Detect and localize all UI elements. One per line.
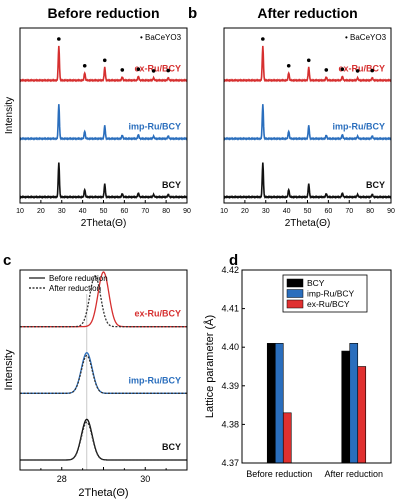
peak-marker-dot: [166, 68, 171, 73]
x-tick-label: 60: [324, 208, 332, 215]
x-tick-label: 50: [100, 208, 108, 215]
y-tick-label: 4.42: [221, 265, 239, 275]
panel-title-b: After reduction: [257, 5, 357, 21]
y-axis-label: Intensity: [4, 97, 15, 134]
panel-letter-c: c: [3, 252, 11, 269]
x-tick-label: 30: [58, 208, 66, 215]
bar-BCY-0: [266, 343, 276, 464]
series-imp-Ru/BCY-trace: [19, 104, 188, 141]
series-imp-Ru/BCY-before-trace: [20, 351, 187, 394]
phase-legend: • BaCeYO3: [140, 33, 182, 42]
peak-marker-dot: [136, 67, 141, 72]
x-axis-label: 2Theta(Θ): [285, 218, 331, 229]
series-ex-Ru/BCY-after-trace: [20, 275, 187, 328]
peak-marker-dot: [82, 63, 87, 68]
legend-label: ex-Ru/BCY: [307, 299, 350, 309]
x-tick-label: 50: [304, 208, 312, 215]
x-tick-label: 90: [387, 208, 395, 215]
peak-marker-dot: [355, 69, 360, 73]
x-tick-label: 80: [366, 208, 374, 215]
legend-swatch-BCY: [286, 278, 304, 288]
y-axis-label: Lattice parameter (Å): [203, 315, 216, 418]
series-label-ex-Ru/BCY: ex-Ru/BCY: [134, 63, 181, 73]
x-tick-label: 10: [16, 208, 24, 215]
series-label-imp-Ru/BCY: imp-Ru/BCY: [129, 375, 182, 385]
peak-marker-dot: [102, 58, 107, 63]
series-label-BCY: BCY: [366, 180, 385, 190]
y-tick-label: 4.38: [221, 419, 239, 429]
x-tick-label: 60: [120, 208, 128, 215]
legend-swatch-ex-Ru/BCY: [286, 299, 304, 309]
panel-letter-d: d: [229, 252, 238, 269]
panel-letter-b: b: [188, 5, 197, 22]
bar-panel-d: d Before reduction After reduction 4.37 4.38…: [203, 252, 392, 479]
series-label-BCY: BCY: [162, 180, 181, 190]
series-BCY-before-trace: [20, 418, 187, 461]
series-BCY-trace: [223, 162, 392, 199]
x-tick-label: 90: [183, 208, 191, 215]
plot-frame: [19, 269, 188, 471]
series-label-ex-Ru/BCY: ex-Ru/BCY: [134, 309, 181, 319]
peak-marker-dot: [370, 68, 375, 73]
x-tick-label: 80: [162, 208, 170, 215]
panel-title-a: Before reduction: [47, 5, 159, 21]
legend-label: BCY: [307, 278, 325, 288]
peak-marker-dot: [261, 37, 265, 41]
xrd-panel-b: b After reduction ex-Ru/BCY imp-Ru/BCY BCY 10…: [188, 5, 395, 229]
x-tick-label: 30: [140, 474, 150, 484]
series-imp-Ru/BCY-trace: [223, 104, 392, 141]
plot-frame: [223, 27, 392, 204]
legend-label: After reduction: [49, 284, 101, 293]
series-BCY-trace: [19, 162, 188, 199]
x-tick-label: 40: [283, 208, 291, 215]
bar-imp-Ru/BCY-0: [274, 343, 284, 464]
y-tick-label: 4.40: [221, 342, 239, 352]
series-label-imp-Ru/BCY: imp-Ru/BCY: [129, 122, 182, 132]
x-tick-label: 28: [57, 474, 67, 484]
peak-zoom-panel-c: c ex-Ru/BCY imp-Ru/BCY BCY 28 30 2Theta(Θ) Inte…: [3, 252, 188, 499]
phase-legend: • BaCeYO3: [345, 33, 387, 42]
x-axis-label: 2Theta(Θ): [78, 487, 128, 499]
peak-marker-dot: [57, 37, 61, 41]
bar-ex-Ru/BCY-0: [282, 412, 292, 464]
series-label-BCY: BCY: [162, 442, 181, 452]
x-tick-label: 20: [37, 208, 45, 215]
series-ex-Ru/BCY-trace: [19, 45, 188, 83]
peak-marker-dot: [306, 58, 311, 63]
plot-frame: [19, 27, 188, 204]
xrd-panel-a: aBefore reductionex-Ru/BCYimp-Ru/BCYBCY1…: [4, 5, 191, 229]
category-label: After reduction: [324, 469, 383, 479]
x-tick-label: 20: [241, 208, 249, 215]
bar-imp-Ru/BCY-1: [349, 343, 359, 464]
peak-marker-dot: [151, 69, 156, 73]
peak-marker-dot: [340, 67, 345, 72]
x-tick-label: 70: [141, 208, 149, 215]
category-label: Before reduction: [246, 469, 312, 479]
y-tick-label: 4.41: [221, 304, 239, 314]
legend-swatch-imp-Ru/BCY: [286, 289, 304, 298]
series-label-ex-Ru/BCY: ex-Ru/BCY: [338, 63, 385, 73]
x-axis-label: 2Theta(Θ): [81, 218, 127, 229]
series-ex-Ru/BCY-trace: [223, 45, 392, 83]
y-tick-label: 4.39: [221, 381, 239, 391]
peak-marker-dot: [286, 63, 291, 68]
legend-label: imp-Ru/BCY: [307, 289, 355, 299]
x-tick-label: 40: [79, 208, 87, 215]
peak-marker-dot: [324, 68, 329, 72]
y-axis-label: Intensity: [3, 349, 15, 390]
y-tick-label: 4.37: [221, 458, 239, 468]
bar-ex-Ru/BCY-1: [357, 366, 367, 464]
plot-frame: [241, 269, 392, 464]
bar-BCY-1: [341, 350, 351, 464]
x-tick-label: 30: [262, 208, 270, 215]
series-label-imp-Ru/BCY: imp-Ru/BCY: [333, 122, 386, 132]
peak-marker-dot: [120, 68, 125, 72]
legend-label: Before reduction: [49, 274, 108, 283]
x-tick-label: 70: [345, 208, 353, 215]
x-tick-label: 10: [220, 208, 228, 215]
